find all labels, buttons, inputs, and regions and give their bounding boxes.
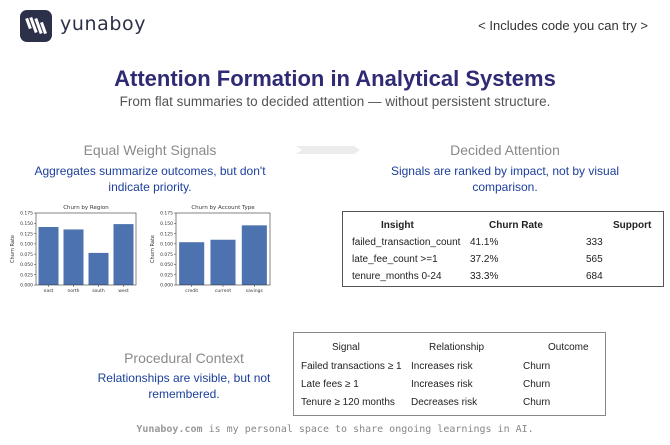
page-title: Attention Formation in Analytical System… — [114, 66, 556, 91]
x-tick-label: west — [118, 288, 129, 294]
y-axis-label: Churn Rate — [150, 235, 156, 263]
section-title-decided-attention: Decided Attention — [450, 142, 560, 158]
y-tick-label: 0.000 — [160, 283, 173, 289]
page-subtitle: From flat summaries to decided attention… — [119, 94, 551, 109]
table-cell: 684 — [586, 271, 603, 282]
footer-site[interactable]: Yunaboy.com — [136, 424, 203, 435]
y-tick-label: 0.050 — [160, 262, 173, 268]
table-cell: Decreases risk — [411, 397, 478, 408]
y-tick-label: 0.025 — [160, 272, 173, 278]
y-tick-label: 0.100 — [20, 242, 33, 248]
y-tick-label: 0.150 — [160, 221, 173, 227]
y-tick-label: 0.125 — [160, 231, 173, 237]
section-title-equal-weight: Equal Weight Signals — [83, 142, 217, 158]
x-tick-label: savings — [246, 288, 264, 294]
y-tick-label: 0.150 — [20, 221, 33, 227]
table-cell: 565 — [586, 254, 603, 265]
y-tick-label: 0.000 — [20, 283, 33, 289]
table-cell: Tenure ≥ 120 months — [301, 397, 395, 408]
bar-east — [38, 226, 59, 285]
table-cell: 33.3% — [470, 271, 499, 282]
y-tick-label: 0.125 — [20, 231, 33, 237]
table-cell: Late fees ≥ 1 — [301, 379, 359, 390]
table-cell: late_fee_count >=1 — [352, 254, 438, 265]
outcome-header: Outcome — [548, 342, 589, 353]
bar-south — [88, 252, 109, 285]
x-tick-label: credit — [185, 288, 198, 294]
procedural-table: Signal Relationship Outcome Failed trans… — [293, 332, 606, 416]
y-tick-label: 0.025 — [20, 272, 33, 278]
y-tick-label: 0.100 — [160, 242, 173, 248]
y-tick-label: 0.175 — [160, 211, 173, 217]
footer: Yunaboy.com is my personal space to shar… — [0, 424, 670, 435]
x-tick-label: east — [44, 288, 54, 294]
plot-frame — [175, 212, 271, 286]
y-tick-label: 0.175 — [20, 211, 33, 217]
churn-rate-header: Churn Rate — [489, 220, 543, 231]
table-cell: Churn — [523, 361, 551, 372]
table-cell: Increases risk — [411, 379, 473, 390]
section-desc-procedural: Relationships are visible, but not remem… — [97, 371, 271, 401]
bar-savings — [241, 225, 267, 285]
table-cell: tenure_months 0-24 — [352, 271, 442, 282]
table-cell: Failed transactions ≥ 1 — [301, 361, 402, 372]
x-tick-label: current — [215, 288, 231, 294]
logo-icon — [20, 10, 52, 42]
y-tick-label: 0.050 — [20, 262, 33, 268]
arrow-right-icon — [296, 143, 362, 161]
bar-west — [113, 224, 134, 285]
table-cell: Churn — [523, 397, 551, 408]
table-cell: 333 — [586, 237, 603, 248]
relationship-header: Relationship — [429, 342, 485, 353]
footer-text: is my personal space to share ongoing le… — [202, 424, 534, 435]
y-tick-label: 0.075 — [20, 252, 33, 258]
table-cell: Churn — [523, 379, 551, 390]
chart-title: Churn by Account Type — [191, 205, 255, 211]
plot-frame — [35, 212, 137, 286]
y-tick-label: 0.075 — [160, 252, 173, 258]
chart-title: Churn by Region — [63, 205, 109, 211]
y-axis-label: Churn Rate — [10, 235, 16, 263]
bar-credit — [179, 242, 205, 285]
chart-0: Churn by Region Churn Rate 0.000 0.025 0.050… — [10, 205, 137, 294]
support-header: Support — [613, 220, 652, 231]
x-tick-label: south — [92, 288, 105, 294]
bar-north — [63, 229, 84, 285]
table-cell: 41.1% — [470, 237, 499, 248]
table-cell: Increases risk — [411, 361, 473, 372]
section-title-procedural: Procedural Context — [124, 350, 244, 366]
insight-table: Insight Churn Rate Support failed_transa… — [342, 211, 664, 287]
insight-header: Insight — [381, 220, 414, 231]
code-link[interactable]: < Includes code you can try > — [478, 18, 648, 33]
table-cell: 37.2% — [470, 254, 499, 265]
table-cell: failed_transaction_count — [352, 237, 461, 248]
brand-name: yunaboy — [60, 13, 147, 35]
signal-header: Signal — [332, 342, 360, 353]
section-desc-decided-attention: Signals are ranked by impact, not by vis… — [390, 164, 620, 194]
section-desc-equal-weight: Aggregates summarize outcomes, but don't… — [34, 164, 266, 194]
chart-1: Churn by Account Type Churn Rate 0.000 0.02… — [150, 205, 271, 294]
x-tick-label: north — [67, 288, 79, 294]
bar-current — [210, 239, 236, 285]
